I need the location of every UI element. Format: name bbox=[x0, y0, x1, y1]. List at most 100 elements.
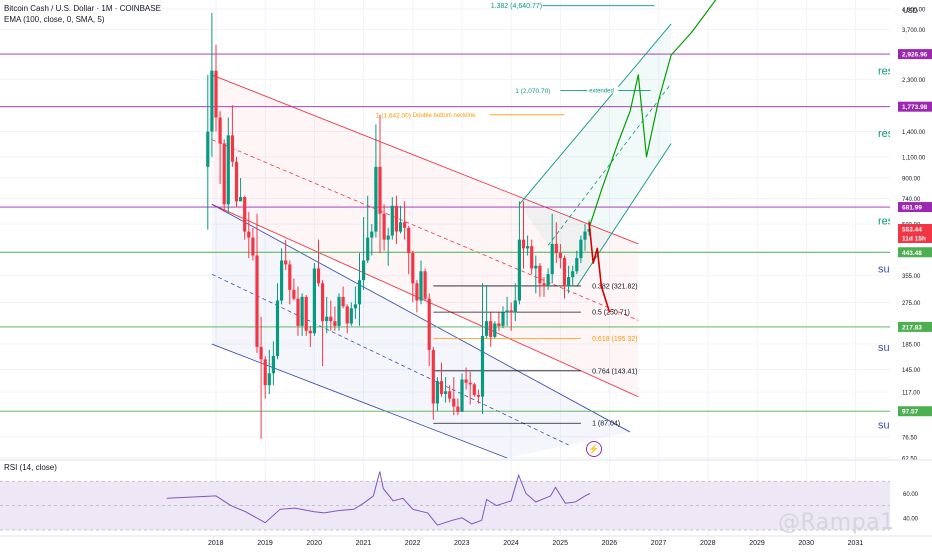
candle-body bbox=[263, 359, 267, 386]
candle-body bbox=[521, 239, 526, 249]
price-tag bbox=[898, 247, 932, 258]
candle-body bbox=[251, 237, 255, 256]
candle-body bbox=[456, 406, 460, 412]
candle-body bbox=[480, 335, 485, 397]
year-tick-label: 2027 bbox=[651, 540, 667, 547]
price-tag-label: 681.99 bbox=[902, 205, 922, 212]
candle-body bbox=[419, 271, 423, 301]
ext-note-bg bbox=[587, 85, 619, 94]
candle-body bbox=[296, 298, 300, 326]
candle-body bbox=[415, 283, 419, 301]
side-annotation: res bbox=[878, 66, 894, 78]
candle-body bbox=[444, 391, 448, 394]
year-tick-label: 2018 bbox=[208, 540, 224, 547]
year-tick-label: 2031 bbox=[848, 540, 864, 547]
candle-body bbox=[218, 117, 222, 144]
candle-body bbox=[374, 166, 378, 232]
candle-body bbox=[571, 271, 575, 278]
candle-body bbox=[316, 268, 321, 284]
candle-body bbox=[464, 379, 468, 383]
candle-body bbox=[370, 231, 374, 238]
price-tag-label: 1,773.98 bbox=[902, 104, 928, 111]
ext-note-bg bbox=[410, 109, 490, 118]
candle-body bbox=[230, 135, 234, 162]
indicator-legend[interactable]: EMA (100, close, 0, SMA, 5) bbox=[4, 15, 105, 24]
candle-body bbox=[329, 316, 333, 322]
candle-body bbox=[398, 222, 403, 232]
ext-level-note: extended bbox=[589, 89, 614, 95]
candle-body bbox=[366, 237, 370, 261]
candle-body bbox=[255, 255, 259, 347]
ext-level-label: 1 (1,642.00) bbox=[376, 112, 411, 119]
candle-body bbox=[562, 257, 567, 287]
candle-body bbox=[439, 381, 444, 394]
price-tick-label: 3,700.00 bbox=[902, 28, 926, 34]
price-tick-label: 4,500.00 bbox=[902, 7, 926, 13]
year-tick-label: 2022 bbox=[405, 540, 421, 547]
fib-level-label: 0.5 (250.71) bbox=[592, 310, 630, 317]
candle-body bbox=[554, 243, 558, 254]
candle-body bbox=[284, 260, 288, 265]
ext-level-label: 1.382 (4,640.77) bbox=[491, 3, 542, 10]
rsi-tick-label: 60.00 bbox=[903, 492, 919, 498]
channel-blue-upper bbox=[211, 203, 631, 433]
candle-body bbox=[501, 312, 505, 326]
year-tick-label: 2020 bbox=[306, 540, 322, 547]
candle-body bbox=[259, 346, 263, 360]
price-tick-label: 145.00 bbox=[902, 368, 921, 374]
author-watermark: @Rampa1 bbox=[778, 510, 895, 535]
ext-level-label: 1 (2,070.70) bbox=[515, 88, 550, 95]
lightning-icon[interactable]: ⚡ bbox=[586, 441, 602, 457]
candle-body bbox=[460, 379, 464, 412]
candle-body bbox=[558, 253, 562, 258]
candle-body bbox=[308, 330, 312, 334]
candle-body bbox=[288, 264, 292, 290]
candle-body bbox=[468, 382, 472, 385]
candle-body bbox=[357, 280, 362, 305]
channel-red-median bbox=[211, 139, 639, 321]
price-tag bbox=[898, 49, 932, 60]
candle-body bbox=[472, 384, 476, 395]
candle-body bbox=[423, 271, 427, 299]
candle-body bbox=[517, 239, 521, 301]
side-annotation: res bbox=[878, 216, 894, 228]
price-tick-label: 275.00 bbox=[902, 301, 921, 307]
bearish-projection-path bbox=[588, 222, 611, 313]
fib-level-label: 1 (87.04) bbox=[592, 421, 620, 428]
candle-body bbox=[304, 296, 308, 331]
year-tick-label: 2023 bbox=[454, 540, 470, 547]
candle-body bbox=[275, 300, 280, 357]
price-tick-label: 117.00 bbox=[902, 391, 921, 397]
candle-body bbox=[403, 222, 407, 228]
candle-body bbox=[214, 70, 218, 118]
candle-body bbox=[300, 296, 304, 326]
rsi-tick-label: 40.00 bbox=[903, 516, 919, 522]
fib-level-label: 0.764 (143.41) bbox=[592, 368, 638, 375]
candle-body bbox=[239, 197, 243, 202]
candle-body bbox=[206, 131, 210, 167]
candle-body bbox=[341, 296, 345, 307]
rsi-line bbox=[166, 471, 591, 526]
candle-body bbox=[267, 373, 271, 386]
candle-body bbox=[583, 231, 587, 240]
candle-body bbox=[325, 316, 329, 322]
candle-body bbox=[587, 229, 591, 232]
candle-body bbox=[247, 231, 251, 238]
year-tick-label: 2024 bbox=[503, 540, 519, 547]
candle-body bbox=[312, 268, 316, 334]
candle-body bbox=[292, 289, 296, 299]
rsi-indicator-label[interactable]: RSI (14, close) bbox=[4, 463, 57, 472]
price-tag bbox=[898, 223, 932, 234]
currency-label: USD bbox=[903, 8, 918, 15]
candle-body bbox=[476, 394, 480, 397]
price-tag-label: 553.44 bbox=[902, 226, 922, 233]
fib-level-label: 0.618 (195.32) bbox=[592, 336, 638, 343]
candle-body bbox=[222, 143, 226, 205]
year-tick-label: 2028 bbox=[700, 540, 716, 547]
ext-level-note: Double bottom neckline bbox=[413, 113, 476, 119]
price-tag-label: 217.83 bbox=[902, 324, 922, 331]
year-tick-label: 2030 bbox=[798, 540, 814, 547]
year-tick-label: 2026 bbox=[602, 540, 618, 547]
